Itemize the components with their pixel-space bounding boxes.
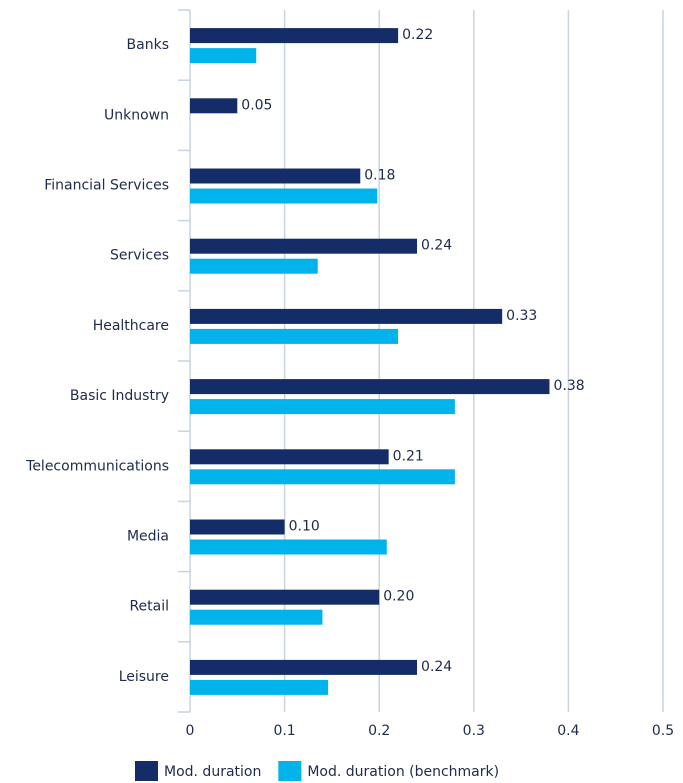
bar	[190, 238, 418, 254]
bar	[190, 469, 455, 485]
bar	[190, 258, 318, 274]
bar	[190, 609, 323, 625]
value-label: 0.05	[241, 97, 272, 113]
bar	[190, 589, 380, 605]
x-tick-label: 0.4	[557, 723, 579, 739]
x-tick-label: 0.1	[273, 723, 295, 739]
y-tick-label: Leisure	[119, 669, 169, 685]
x-tick-label: 0	[186, 723, 195, 739]
x-tick-label: 0.5	[652, 723, 674, 739]
y-tick-label: Services	[110, 248, 169, 264]
value-label: 0.38	[553, 378, 584, 394]
y-tick-label: Telecommunications	[25, 458, 169, 474]
bar	[190, 48, 257, 64]
y-tick-label: Unknown	[104, 107, 169, 123]
value-label: 0.20	[383, 589, 414, 605]
y-tick-label: Financial Services	[44, 178, 169, 194]
y-tick-label: Retail	[129, 599, 169, 615]
value-label: 0.21	[393, 448, 424, 464]
value-label: 0.22	[402, 27, 433, 43]
y-tick-label: Banks	[127, 37, 169, 53]
y-tick-label: Healthcare	[93, 318, 169, 334]
bar	[190, 379, 550, 395]
value-label: 0.33	[506, 308, 537, 324]
bar	[190, 308, 503, 324]
legend-label: Mod. duration	[164, 764, 261, 780]
bar	[190, 399, 455, 415]
bar	[190, 679, 329, 695]
legend-swatch	[278, 761, 302, 781]
x-tick-label: 0.2	[368, 723, 390, 739]
legend-swatch	[135, 761, 158, 781]
bar	[190, 168, 361, 184]
bar	[190, 188, 378, 204]
bar	[190, 28, 399, 44]
y-tick-label: Basic Industry	[70, 388, 169, 404]
bar	[190, 659, 418, 675]
x-tick-label: 0.3	[463, 723, 485, 739]
bar	[190, 328, 399, 344]
bar	[190, 539, 387, 555]
value-label: 0.24	[421, 238, 452, 254]
bar	[190, 449, 389, 465]
y-tick-label: Media	[127, 529, 169, 545]
value-label: 0.18	[364, 168, 395, 184]
value-label: 0.24	[421, 659, 452, 675]
bar	[190, 98, 238, 114]
value-label: 0.10	[289, 519, 320, 535]
bar	[190, 519, 285, 535]
legend-label: Mod. duration (benchmark)	[307, 764, 499, 780]
